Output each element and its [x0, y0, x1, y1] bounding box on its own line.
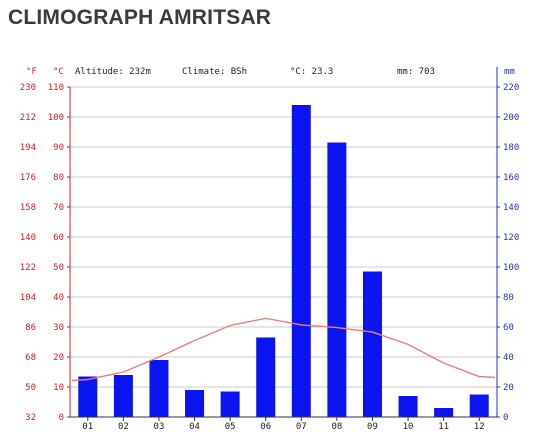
precipitation-bar-10 — [398, 396, 418, 417]
precipitation-tick-label: 20 — [503, 383, 514, 393]
fahrenheit-tick-label: 50 — [25, 383, 36, 393]
celsius-tick-label: 80 — [53, 173, 64, 183]
fahrenheit-tick-label: 140 — [20, 233, 36, 243]
month-label-03: 03 — [154, 422, 165, 432]
celsius-tick-label: 50 — [53, 263, 64, 273]
precipitation-bar-02 — [113, 375, 133, 417]
month-label-04: 04 — [189, 422, 200, 432]
celsius-tick-label: 70 — [53, 203, 64, 213]
precipitation-bar-05 — [220, 391, 240, 417]
grid-lines — [70, 86, 497, 388]
right-axis-unit: mm — [504, 67, 515, 77]
fahrenheit-tick-label: 194 — [20, 143, 36, 153]
celsius-tick-label: 40 — [53, 293, 64, 303]
month-label-06: 06 — [260, 422, 271, 432]
page-title: CLIMOGRAPH AMRITSAR — [8, 6, 272, 29]
precipitation-bars — [78, 105, 489, 417]
celsius-tick-label: 0 — [59, 413, 64, 423]
fahrenheit-tick-label: 212 — [20, 113, 36, 123]
precipitation-bar-11 — [434, 408, 454, 417]
celsius-tick-label: 110 — [48, 83, 64, 93]
fahrenheit-tick-label: 176 — [20, 173, 36, 183]
temperature-line — [71, 317, 496, 382]
celsius-tick-label: 60 — [53, 233, 64, 243]
left-axis-unit-c: °C — [53, 67, 64, 77]
month-label-11: 11 — [438, 422, 449, 432]
precipitation-tick-label: 40 — [503, 353, 514, 363]
fahrenheit-tick-label: 68 — [25, 353, 36, 363]
month-label-09: 09 — [367, 422, 378, 432]
precipitation-total-label: mm: 703 — [397, 67, 435, 77]
month-label-07: 07 — [296, 422, 307, 432]
precipitation-bar-04 — [185, 390, 205, 417]
celsius-tick-label: 20 — [53, 353, 64, 363]
precipitation-tick-label: 120 — [503, 233, 519, 243]
temperature-average-label: °C: 23.3 — [290, 67, 333, 77]
precipitation-tick-label: 200 — [503, 113, 519, 123]
precipitation-tick-label: 0 — [503, 413, 508, 423]
month-label-02: 02 — [118, 422, 129, 432]
fahrenheit-tick-label: 32 — [25, 413, 36, 423]
fahrenheit-tick-label: 158 — [20, 203, 36, 213]
precipitation-tick-label: 180 — [503, 143, 519, 153]
precipitation-tick-label: 220 — [503, 83, 519, 93]
precipitation-tick-label: 160 — [503, 173, 519, 183]
precipitation-bar-09 — [362, 271, 382, 417]
precipitation-bar-03 — [149, 360, 169, 417]
precipitation-bar-06 — [256, 337, 276, 417]
fahrenheit-tick-label: 86 — [25, 323, 36, 333]
precipitation-bar-12 — [469, 394, 489, 417]
precipitation-bar-08 — [327, 142, 347, 417]
altitude-label: Altitude: 232m — [75, 67, 151, 77]
temperature-line-path — [71, 317, 496, 382]
precipitation-tick-label: 80 — [503, 293, 514, 303]
precipitation-tick-label: 100 — [503, 263, 519, 273]
left-axis-unit-f: °F — [26, 67, 37, 77]
month-label-08: 08 — [331, 422, 342, 432]
celsius-tick-label: 100 — [48, 113, 64, 123]
precipitation-tick-label: 140 — [503, 203, 519, 213]
fahrenheit-tick-label: 230 — [20, 83, 36, 93]
celsius-tick-label: 90 — [53, 143, 64, 153]
axes — [67, 67, 500, 421]
month-label-01: 01 — [82, 422, 93, 432]
fahrenheit-tick-label: 104 — [20, 293, 36, 303]
precipitation-bar-01 — [78, 376, 98, 417]
month-label-12: 12 — [474, 422, 485, 432]
celsius-tick-label: 10 — [53, 383, 64, 393]
month-label-10: 10 — [403, 422, 414, 432]
precipitation-bar-07 — [291, 105, 311, 417]
celsius-tick-label: 30 — [53, 323, 64, 333]
month-label-05: 05 — [225, 422, 236, 432]
climate-label: Climate: BSh — [182, 67, 247, 77]
fahrenheit-tick-label: 122 — [20, 263, 36, 273]
precipitation-tick-label: 60 — [503, 323, 514, 333]
